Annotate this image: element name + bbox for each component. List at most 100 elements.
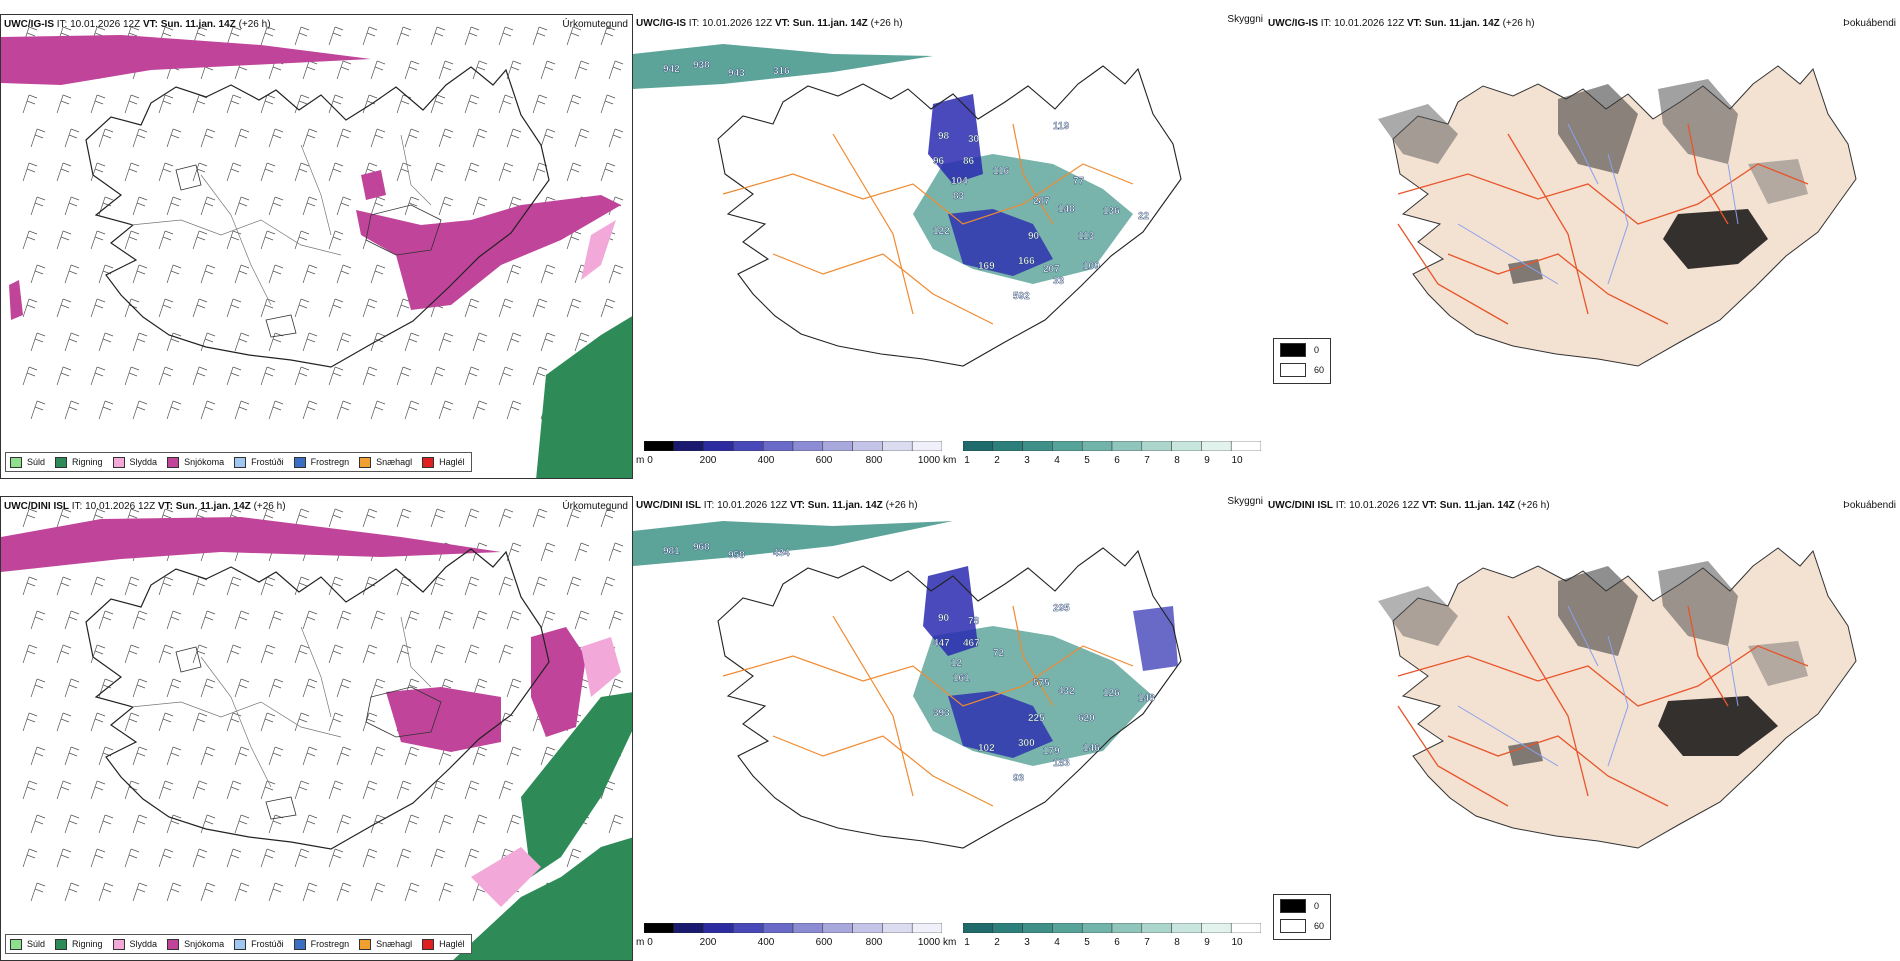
cloud-base-label: 78 (968, 616, 980, 627)
tick-label: 4 (1054, 455, 1060, 466)
wind-barb (22, 94, 38, 114)
colorbar-segment (1141, 923, 1172, 933)
wind-barb (200, 746, 216, 766)
wind-barb (234, 400, 250, 420)
wind-barb (362, 94, 378, 114)
wind-barb (234, 264, 250, 284)
fog-key: 0 60 (1273, 338, 1331, 384)
colorbar-segment (792, 923, 824, 933)
cloud-base-label: 592 (1013, 291, 1030, 302)
lead-time: (+26 h) (1517, 500, 1550, 511)
model-name: UWC/IG-IS (4, 19, 54, 30)
wind-barb (98, 128, 114, 148)
cloud-base-label: 958 (728, 550, 745, 561)
wind-barb (64, 400, 80, 420)
legend-label: Frostregn (310, 939, 350, 949)
fog-key-label: 0 (1314, 901, 1320, 911)
wind-barb (430, 162, 446, 182)
legend-item: Frostregn (293, 456, 349, 468)
cloud-base-label: 943 (728, 68, 745, 79)
fog-key-item: 0 (1280, 343, 1319, 357)
legend-label: Frostúði (251, 457, 284, 467)
vt-label: VT: (157, 501, 173, 512)
cloud-base-label: 90 (938, 613, 950, 624)
wind-barb (294, 712, 310, 732)
sleet-area (471, 847, 541, 907)
wind-barb (56, 162, 72, 182)
colorbar-gradient (644, 923, 942, 933)
cloud-map: 942 938 943 316 96 86 98 30 104 116 83 119 287 148 90 1… (633, 44, 1182, 367)
it-value: 10.01.2026 12Z (1334, 18, 1405, 29)
wind-barb (90, 644, 106, 664)
wind-barb (268, 882, 284, 902)
wind-barb (158, 780, 174, 800)
cloud-base-label: 942 (663, 64, 680, 75)
wind-barb (404, 128, 420, 148)
wind-barb (64, 332, 80, 352)
wind-barb (370, 128, 386, 148)
wind-barb (302, 678, 318, 698)
legend-swatch (293, 456, 306, 468)
wind-barb (498, 162, 514, 182)
wind-barb (294, 298, 310, 318)
wind-barb (608, 814, 624, 834)
it-label: IT: (703, 500, 715, 511)
wind-barb (124, 644, 140, 664)
wind-barb (260, 230, 276, 250)
it-value: 10.01.2026 12Z (85, 501, 156, 512)
wind-barb (294, 230, 310, 250)
wind-barb (294, 366, 310, 386)
wind-barb (574, 332, 590, 352)
wind-barb (608, 542, 624, 562)
legend-item: Slydda (112, 938, 157, 950)
wind-barb (226, 576, 242, 596)
tick-label: 10 (1231, 455, 1243, 466)
legend-item: Snjókoma (167, 938, 224, 950)
wind-barb (362, 780, 378, 800)
sleet-area (581, 637, 621, 697)
wind-barb (336, 746, 352, 766)
wind-barb (540, 746, 556, 766)
lead-time: (+26 h) (870, 18, 903, 29)
wind-barb (90, 848, 106, 868)
wind-barb (498, 26, 514, 46)
legend-swatch (359, 456, 372, 468)
wind-barb (124, 848, 140, 868)
wind-barb (166, 610, 182, 630)
wind-barb (370, 746, 386, 766)
wind-barb (370, 814, 386, 834)
cloud-base-label: 434 (773, 548, 790, 559)
vt-label: VT: (774, 18, 790, 29)
wind-barb (506, 60, 522, 80)
wind-barb (260, 576, 276, 596)
colorbar-segment (963, 923, 994, 933)
wind-barb (362, 644, 378, 664)
legend-item: Frostúði (234, 938, 284, 950)
cloud-base-label: 104 (951, 176, 968, 187)
legend-item: Slydda (112, 456, 157, 468)
wind-barb (166, 678, 182, 698)
wind-barb (328, 298, 344, 318)
legend-label: Snjókoma (184, 457, 225, 467)
precip-type-panel-row1: UWC/IG-IS IT: 10.01.2026 12Z VT: Sun. 11… (0, 14, 633, 479)
wind-barb (472, 196, 488, 216)
colorbar-segment (1201, 441, 1232, 451)
wind-barb (132, 882, 148, 902)
wind-barb (234, 746, 250, 766)
wind-barb (574, 60, 590, 80)
wind-barb (124, 162, 140, 182)
wind-barb (132, 332, 148, 352)
tick-label: 1000 (917, 455, 941, 466)
wind-barb (472, 60, 488, 80)
panel-title: Þokuábendi (1843, 500, 1896, 511)
wind-barb (336, 678, 352, 698)
tick-label: 800 (865, 937, 883, 948)
wind-barb (166, 264, 182, 284)
cloud-base-label: 300 (1018, 738, 1035, 749)
wind-barb (370, 882, 386, 902)
precip-legend: Súld Rigning Slydda Snjókoma Frostúði Fr… (5, 934, 472, 954)
wind-barb (302, 746, 318, 766)
cloudbase-visibility-panel-row1: UWC/IG-IS IT: 10.01.2026 12Z VT: Sun. 11… (633, 14, 1263, 479)
wind-barb (430, 94, 446, 114)
cloud-base-label: 113 (1078, 231, 1095, 242)
